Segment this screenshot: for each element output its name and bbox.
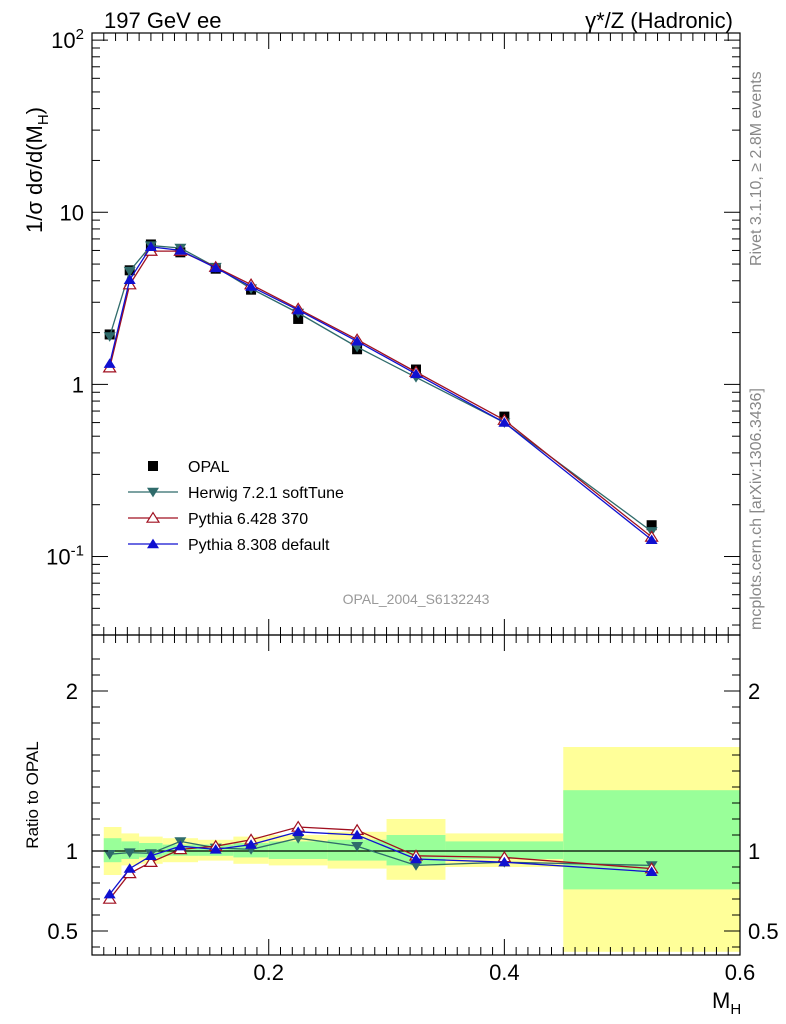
legend-entry-3-marker — [147, 538, 159, 549]
header-right-title: γ*/Z (Hadronic) — [585, 8, 733, 33]
main-point-pythia8 — [410, 368, 422, 379]
mcplots-credit-text: mcplots.cern.ch [arXiv:1306.3436] — [748, 388, 765, 630]
main-point-pythia8 — [245, 281, 258, 291]
ratio-point-herwig — [103, 850, 116, 860]
ratio-ytick-label-right: 2 — [748, 679, 760, 704]
legend-entry-0-label: OPAL — [188, 459, 230, 476]
legend: OPAL Herwig 7.2.1 softTune Pythia 6.428 37… — [128, 459, 344, 554]
ratio-point-pythia8 — [245, 839, 258, 849]
ratio-frame — [91, 634, 741, 956]
main-point-pythia8 — [123, 274, 136, 285]
ratio-point-herwig — [292, 834, 305, 844]
main-point-opal — [646, 520, 657, 531]
main-point-pythia8 — [645, 534, 658, 545]
legend-entry-1-label: Herwig 7.2.1 softTune — [188, 485, 344, 502]
ratio-xtick-label: 0.6 — [725, 960, 756, 985]
main-y-axis-label: 1/σ dσ/d(MH) — [22, 107, 52, 233]
ratio-y-axis-label: Ratio to OPAL — [23, 741, 42, 848]
main-ytick-label: 10-1 — [46, 543, 84, 570]
rivet-version-text: Rivet 3.1.10, ≥ 2.8M events — [748, 71, 765, 266]
main-point-herwig — [103, 332, 116, 342]
main-point-pythia8 — [209, 262, 222, 273]
ratio-band-inner — [445, 841, 564, 859]
ratio-point-pythia8 — [498, 856, 511, 867]
ratio-point-pythia8 — [103, 888, 116, 899]
ratio-band-inner — [268, 841, 328, 859]
ratio-xtick-label: 0.2 — [253, 960, 284, 985]
ratio-point-pythia8 — [123, 863, 136, 873]
ratio-point-pythia8 — [209, 844, 222, 854]
legend-entry-1-marker — [147, 487, 159, 498]
ratio-point-herwig — [351, 842, 364, 852]
main-point-pythia8 — [292, 304, 305, 315]
header-left-title: 197 GeV ee — [104, 8, 221, 33]
main-point-pythia8 — [351, 335, 364, 346]
main-point-pythia8 — [174, 245, 187, 255]
ratio-ytick-label-right: 1 — [748, 839, 760, 864]
x-axis-label: MH — [712, 988, 741, 1018]
legend-entry-2-label: Pythia 6.428 370 — [188, 511, 308, 528]
ratio-ytick-label: 1 — [66, 839, 78, 864]
ratio-xtick-label: 0.4 — [489, 960, 520, 985]
main-point-pythia8 — [498, 417, 511, 427]
main-point-herwig — [123, 266, 136, 277]
main-point-opal — [293, 313, 304, 324]
ratio-ytick-label: 0.5 — [47, 919, 78, 944]
ratio-ytick-label: 2 — [66, 679, 78, 704]
main-ytick-label: 10 — [60, 200, 84, 225]
ratio-point-pythia8 — [174, 840, 187, 851]
ratio-point-herwig — [410, 861, 422, 871]
legend-entry-0-marker — [148, 461, 158, 471]
analysis-watermark: OPAL_2004_S6132243 — [343, 591, 490, 607]
main-ytick-label: 1 — [72, 372, 84, 397]
ratio-point-herwig — [123, 848, 136, 858]
ratio-point-pythia8 — [144, 850, 157, 860]
main-point-pythia8 — [144, 241, 157, 251]
legend-entry-3-label: Pythia 8.308 default — [188, 537, 330, 554]
ratio-point-pythia8 — [292, 826, 305, 836]
ratio-point-pythia8 — [351, 829, 364, 840]
ratio-panel: 0.5 0.5 1 1 2 2 0.2 0.4 0.6 Ratio to OPAL MH — [23, 634, 779, 1018]
ratio-ytick-label-right: 0.5 — [748, 919, 779, 944]
ratio-point-pythia6 — [143, 855, 158, 867]
legend-entry-2-marker — [145, 511, 161, 523]
ratio-point-pythia8 — [645, 866, 658, 876]
main-point-pythia8 — [103, 358, 116, 368]
main-panel: 10-1 1 10 102 1/σ dσ/d(MH) — [22, 26, 741, 636]
ratio-point-pythia8 — [410, 853, 422, 864]
main-ytick-label: 102 — [51, 26, 84, 53]
